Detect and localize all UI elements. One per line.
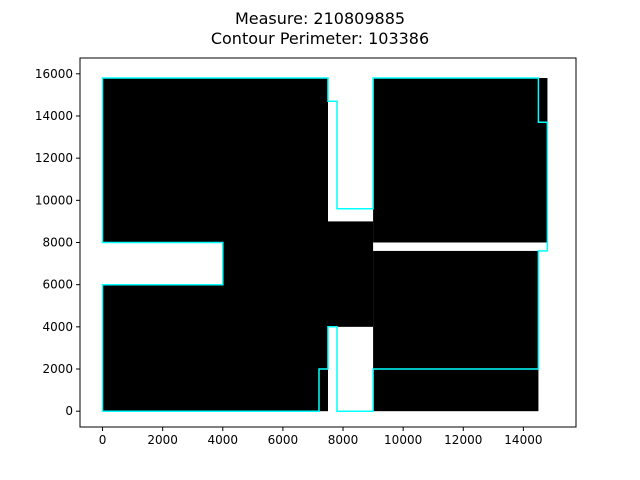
y-tick-label: 6000 <box>42 278 73 292</box>
x-tick-label: 0 <box>99 433 107 447</box>
y-axis-ticks: 0 2000 4000 6000 8000 10000 12000 14000 16000 <box>35 67 80 418</box>
rectangle-cluster <box>373 78 548 243</box>
contour-line <box>101 77 549 412</box>
y-tick-label: 14000 <box>35 109 73 123</box>
x-tick-label: 12000 <box>444 433 482 447</box>
axes-frame <box>79 57 577 428</box>
y-tick-label: 12000 <box>35 151 73 165</box>
y-tick-label: 0 <box>65 404 73 418</box>
chart-subtitle: Contour Perimeter: 103386 <box>211 29 429 48</box>
rectangle-cluster <box>222 221 374 327</box>
x-tick-label: 8000 <box>328 433 359 447</box>
rectangle-cluster <box>373 250 539 412</box>
y-tick-label: 10000 <box>35 193 73 207</box>
y-tick-label: 8000 <box>42 236 73 250</box>
rectangle-cluster <box>102 78 328 243</box>
x-tick-label: 10000 <box>384 433 422 447</box>
x-tick-label: 6000 <box>268 433 299 447</box>
y-tick-label: 4000 <box>42 320 73 334</box>
x-tick-label: 14000 <box>504 433 542 447</box>
plot-area <box>101 77 549 412</box>
y-tick-label: 16000 <box>35 67 73 81</box>
x-tick-label: 4000 <box>208 433 239 447</box>
chart-title: Measure: 210809885 <box>235 9 405 28</box>
x-axis-ticks: 0 2000 4000 6000 8000 10000 12000 14000 <box>99 427 542 447</box>
y-tick-label: 2000 <box>42 362 73 376</box>
x-tick-label: 2000 <box>147 433 178 447</box>
